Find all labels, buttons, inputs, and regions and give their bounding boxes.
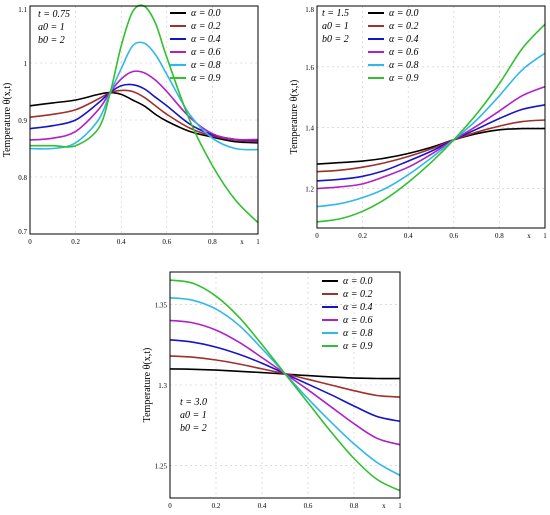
y-axis-label: Temperature θ(x,t) (142, 348, 153, 423)
series-line-2 (316, 104, 546, 182)
legend-label: α = 0.4 (389, 34, 419, 45)
x-tick-label: x (382, 502, 386, 510)
series-line-4 (29, 41, 259, 151)
x-tick-label: 0.2 (358, 232, 367, 240)
parameter-annotation: b0 = 2 (322, 34, 349, 45)
x-tick-label: 0.6 (449, 232, 458, 240)
x-tick-label: x (240, 238, 244, 246)
x-tick-label: 0.4 (258, 502, 267, 510)
legend-label: α = 0.8 (343, 328, 373, 339)
y-tick-label: 1.3 (158, 382, 167, 390)
legend-label: α = 0.9 (191, 73, 221, 84)
parameter-annotation: b0 = 2 (180, 423, 207, 434)
y-tick-label: 0.9 (18, 117, 27, 125)
plot-frame (29, 5, 259, 235)
series-line-2 (29, 83, 259, 142)
y-tick-label: 1.1 (18, 6, 27, 14)
y-tick-label: 1.2 (305, 185, 314, 193)
parameter-annotation: a0 = 1 (38, 22, 65, 33)
x-tick-label: 1 (543, 232, 547, 240)
x-tick-label: 0.6 (162, 238, 171, 246)
x-tick-label: 0 (315, 232, 319, 240)
y-tick-label: 0.7 (18, 228, 27, 236)
panel-1: 0 0.2 0.4 0.6 0.8 x 1 0.7 0.8 0.9 1 1.1 Temperature … (2, 4, 260, 246)
y-tick-label: 1.4 (305, 125, 314, 133)
legend-label: α = 0.0 (191, 8, 221, 19)
legend-label: α = 0.8 (191, 60, 221, 71)
x-tick-label: 1 (256, 238, 260, 246)
legend-label: α = 0.9 (343, 341, 373, 352)
x-tick-label: 0 (168, 502, 172, 510)
legend-label: α = 0.4 (191, 34, 221, 45)
series-line-0 (316, 127, 546, 165)
legend-label: α = 0.4 (343, 302, 373, 313)
panel-3: 0 0.2 0.4 0.6 0.8 x 1 1.25 1.3 1.35 Temperature θ(… (142, 271, 402, 510)
legend-label: α = 0.6 (191, 47, 221, 58)
parameter-annotation: a0 = 1 (180, 410, 207, 421)
x-tick-label: 0.8 (350, 502, 359, 510)
series-line-1 (29, 89, 259, 143)
x-tick-label: x (527, 232, 531, 240)
y-tick-label: 1.6 (305, 64, 314, 72)
y-axis-label: Temperature θ(x,t) (289, 80, 300, 155)
x-tick-label: 0.4 (117, 238, 126, 246)
x-tick-label: 0.4 (404, 232, 413, 240)
legend-label: α = 0.0 (389, 8, 419, 19)
y-tick-label: 1.25 (155, 463, 168, 471)
legend-label: α = 0.2 (389, 21, 419, 32)
y-tick-label: 1.35 (155, 301, 168, 309)
legend-label: α = 0.6 (343, 315, 373, 326)
parameter-annotation: t = 3.0 (180, 397, 207, 408)
series-line-5 (169, 279, 401, 492)
series-line-3 (29, 70, 259, 141)
y-tick-label: 1.8 (305, 6, 314, 14)
parameter-annotation: t = 1.5 (322, 8, 349, 19)
legend-label: α = 0.2 (343, 289, 373, 300)
x-tick-label: 0.6 (304, 502, 313, 510)
legend-label: α = 0.8 (389, 60, 419, 71)
series-line-3 (316, 85, 546, 190)
parameter-annotation: a0 = 1 (322, 21, 349, 32)
panel-2: 0 0.2 0.4 0.6 0.8 x 1 1.2 1.4 1.6 1.8 Temperature θ… (289, 5, 547, 240)
x-tick-label: 1 (398, 502, 402, 510)
x-tick-label: 0.8 (208, 238, 217, 246)
parameter-annotation: b0 = 2 (38, 35, 65, 46)
series-line-5 (30, 4, 259, 224)
y-tick-label: 0.8 (18, 174, 27, 182)
x-tick-label: 0.2 (71, 238, 80, 246)
legend-label: α = 0.9 (389, 73, 419, 84)
plot-frame (316, 5, 546, 229)
legend-label: α = 0.2 (191, 21, 221, 32)
plot-frame (169, 271, 401, 499)
x-tick-label: 0.2 (212, 502, 221, 510)
series-line-4 (316, 52, 546, 208)
x-tick-label: 0 (28, 238, 32, 246)
plot-area (317, 6, 545, 228)
legend-label: α = 0.0 (343, 276, 373, 287)
y-tick-label: 1 (24, 60, 28, 68)
legend-label: α = 0.6 (389, 47, 419, 58)
y-axis-label: Temperature θ(x,t) (2, 83, 13, 158)
series-line-1 (316, 119, 546, 173)
x-tick-label: 0.8 (495, 232, 504, 240)
parameter-annotation: t = 0.75 (38, 9, 70, 20)
series-line-5 (316, 23, 546, 223)
